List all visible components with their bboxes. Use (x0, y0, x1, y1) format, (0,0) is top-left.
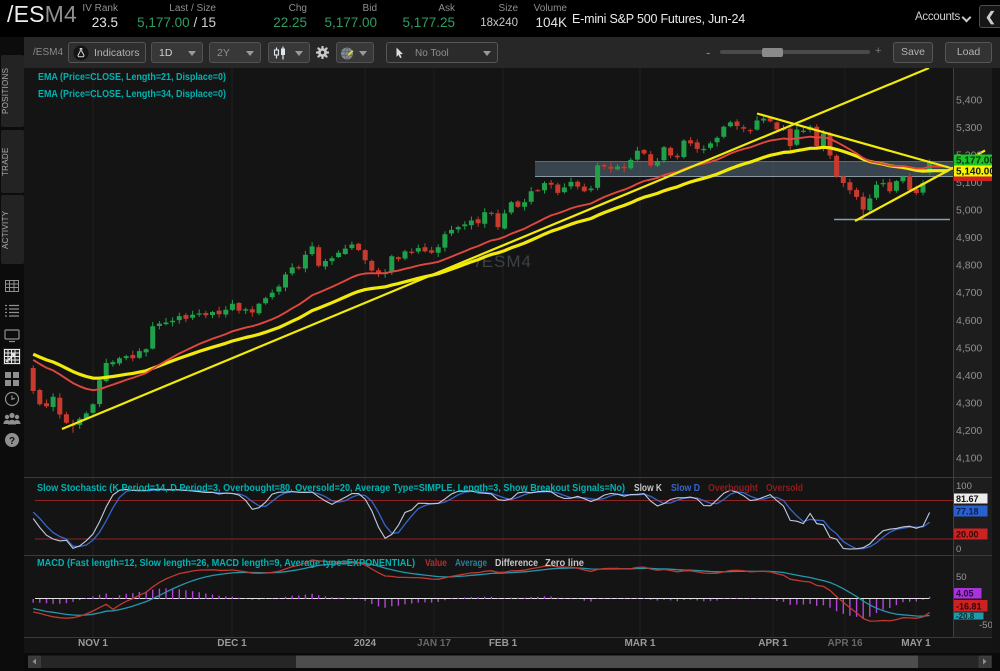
svg-text:100: 100 (956, 481, 972, 492)
svg-text:5,140.00: 5,140.00 (956, 167, 995, 178)
svg-text:4,900: 4,900 (956, 232, 982, 244)
svg-text:Overbought: Overbought (708, 483, 759, 494)
svg-text:2024: 2024 (354, 638, 377, 649)
svg-text:MAY 1: MAY 1 (901, 638, 931, 649)
svg-text:Zero line: Zero line (545, 558, 584, 569)
svg-text:APR 1: APR 1 (758, 638, 788, 649)
svg-text:Value: Value (425, 558, 447, 569)
svg-text:DEC 1: DEC 1 (217, 638, 247, 649)
svg-text:Slow Stochastic (K Period=14,: Slow Stochastic (K Period=14, D Period=3… (37, 483, 625, 494)
svg-text:?: ? (9, 436, 15, 447)
svg-text:5,177.00: 5,177.00 (956, 156, 995, 167)
svg-text:MACD (Fast length=12, Slow len: MACD (Fast length=12, Slow length=26, MA… (37, 558, 415, 569)
svg-text:/ESM4: /ESM4 (476, 252, 532, 271)
svg-text:-16.81: -16.81 (956, 602, 982, 612)
svg-text:4,700: 4,700 (956, 287, 982, 299)
svg-text:EMA (Price=CLOSE, Length=34, D: EMA (Price=CLOSE, Length=34, Displace=0) (38, 88, 226, 100)
svg-text:MAR 1: MAR 1 (624, 638, 656, 649)
svg-text:FEB 1: FEB 1 (489, 638, 518, 649)
svg-text:81.67: 81.67 (956, 494, 979, 504)
svg-text:4,300: 4,300 (956, 397, 982, 409)
svg-text:77.18: 77.18 (956, 507, 979, 517)
svg-text:Slow D: Slow D (671, 483, 700, 494)
svg-text:4.05: 4.05 (956, 589, 974, 599)
svg-text:5,400: 5,400 (956, 94, 982, 106)
svg-text:4,800: 4,800 (956, 260, 982, 272)
svg-text:20.00: 20.00 (956, 530, 979, 540)
svg-text:5,000: 5,000 (956, 205, 982, 217)
svg-text:Average: Average (455, 558, 487, 569)
svg-text:Slow K: Slow K (634, 483, 663, 494)
svg-text:4,600: 4,600 (956, 315, 982, 327)
svg-text:4,200: 4,200 (956, 425, 982, 437)
svg-text:-50: -50 (979, 620, 993, 631)
svg-text:JAN 17: JAN 17 (417, 638, 451, 649)
svg-text:4,500: 4,500 (956, 342, 982, 354)
svg-text:NOV 1: NOV 1 (78, 638, 108, 649)
svg-text:4,400: 4,400 (956, 370, 982, 382)
svg-text:APR 16: APR 16 (827, 638, 862, 649)
svg-text:Oversold: Oversold (766, 483, 803, 494)
svg-text:0: 0 (956, 544, 961, 555)
svg-text:-20.8: -20.8 (956, 612, 975, 621)
svg-text:4,100: 4,100 (956, 453, 982, 465)
svg-text:50: 50 (956, 572, 967, 583)
svg-text:EMA (Price=CLOSE, Length=21, D: EMA (Price=CLOSE, Length=21, Displace=0) (38, 71, 226, 83)
svg-text:Difference: Difference (495, 558, 538, 569)
svg-text:5,300: 5,300 (956, 122, 982, 134)
